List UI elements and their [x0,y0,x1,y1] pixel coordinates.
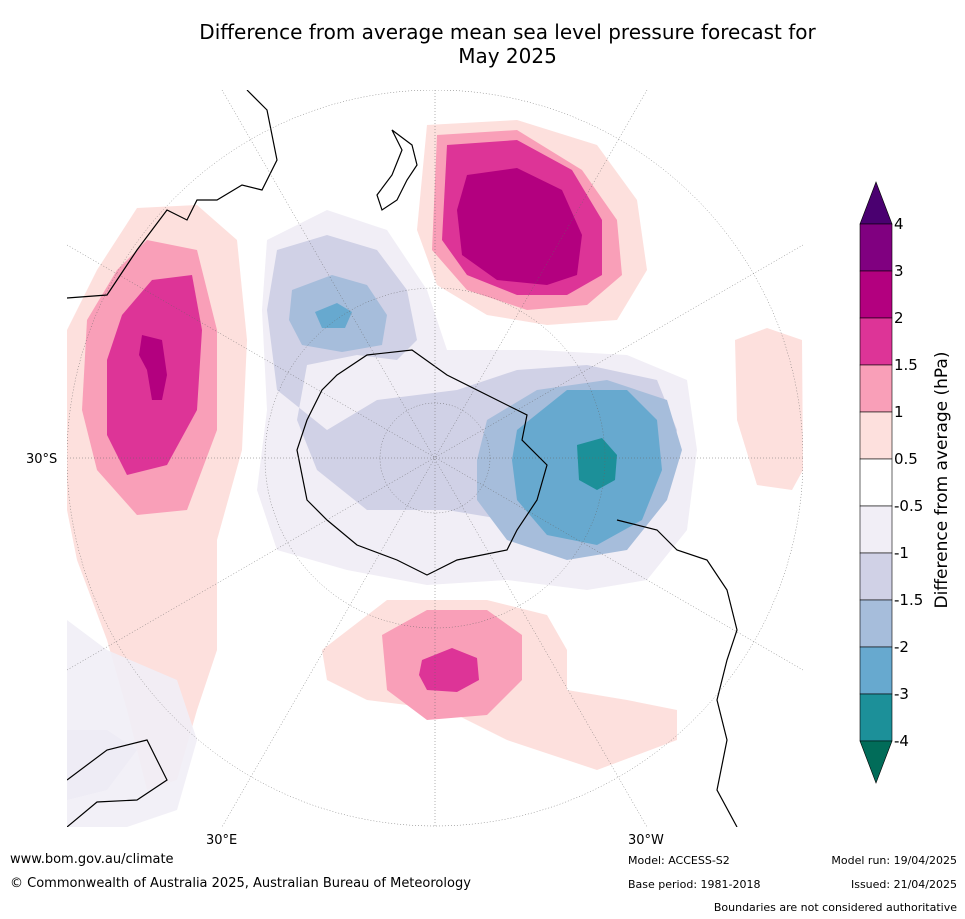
footer-model: Model: ACCESS-S2 [628,854,730,867]
footer-issued: Issued: 21/04/2025 [850,878,957,891]
colorbar-swatch [859,364,893,413]
title-line-2: May 2025 [458,44,557,68]
graticule-meridian-90 [221,90,648,827]
colorbar-tick-label: 3 [894,262,904,280]
colorbar [859,181,893,784]
anomaly-pos-australia-2 [139,335,167,400]
anomaly-pos-south-15 [419,648,479,692]
colorbar-tick-label: 1 [894,403,904,421]
colorbar-swatch [859,599,893,648]
colorbar-swatch [859,505,893,554]
colorbar-tick-label: -0.5 [894,497,924,515]
pressure-anomaly-map [67,90,803,827]
footer-base-period: Base period: 1981-2018 [628,878,761,891]
graticule-meridian-150 [67,244,803,671]
antarctica-coastline [296,349,548,576]
africa-coastline [67,739,168,827]
colorbar-arrow-top [859,181,893,225]
graticule-meridian-120 [67,244,803,671]
lon-label-30e: 30°E [206,833,238,848]
colorbar-tick-label: -1 [894,544,909,562]
lon-label-30w: 30°W [628,833,664,848]
colorbar-swatch [859,411,893,460]
footer-disclaimer: Boundaries are not considered authoritat… [713,901,957,914]
map-svg [67,90,803,827]
colorbar-swatch [859,552,893,601]
colorbar-swatch [859,646,893,695]
colorbar-swatch [859,458,893,507]
australia-coastline [67,90,278,299]
south-america-coastline [616,519,738,827]
colorbar-swatch [859,693,893,742]
colorbar-swatch [859,317,893,366]
map-title: Difference from average mean sea level p… [100,20,915,68]
colorbar-tick-label: -4 [894,732,909,750]
colorbar-arrow-bottom [859,740,893,784]
new-zealand-coastline [376,129,418,211]
colorbar-swatch [859,270,893,319]
colorbar-swatch [859,223,893,272]
colorbar-tick-label: -2 [894,638,909,656]
colorbar-tick-label: 4 [894,215,904,233]
anomaly-pos-east-strip [735,328,803,490]
colorbar-tick-label: -3 [894,685,909,703]
lat-label-30s: 30°S [26,452,58,467]
colorbar-tick-label: -1.5 [894,591,924,609]
colorbar-tick-label: 0.5 [894,450,918,468]
footer-copyright: © Commonwealth of Australia 2025, Austra… [10,876,471,891]
colorbar-title: Difference from average (hPa) [932,351,952,609]
footer-model-run: Model run: 19/04/2025 [831,854,957,867]
footer-website[interactable]: www.bom.gov.au/climate [10,852,174,867]
anomaly-neg-pacific-2 [315,303,352,328]
colorbar-tick-label: 2 [894,309,904,327]
anomaly-pos-nz-2 [457,168,582,285]
colorbar-tick-label: 1.5 [894,356,918,374]
title-line-1: Difference from average mean sea level p… [199,20,816,44]
graticule-meridian-60 [221,90,648,827]
anomaly-neg-drake-3 [577,438,617,490]
